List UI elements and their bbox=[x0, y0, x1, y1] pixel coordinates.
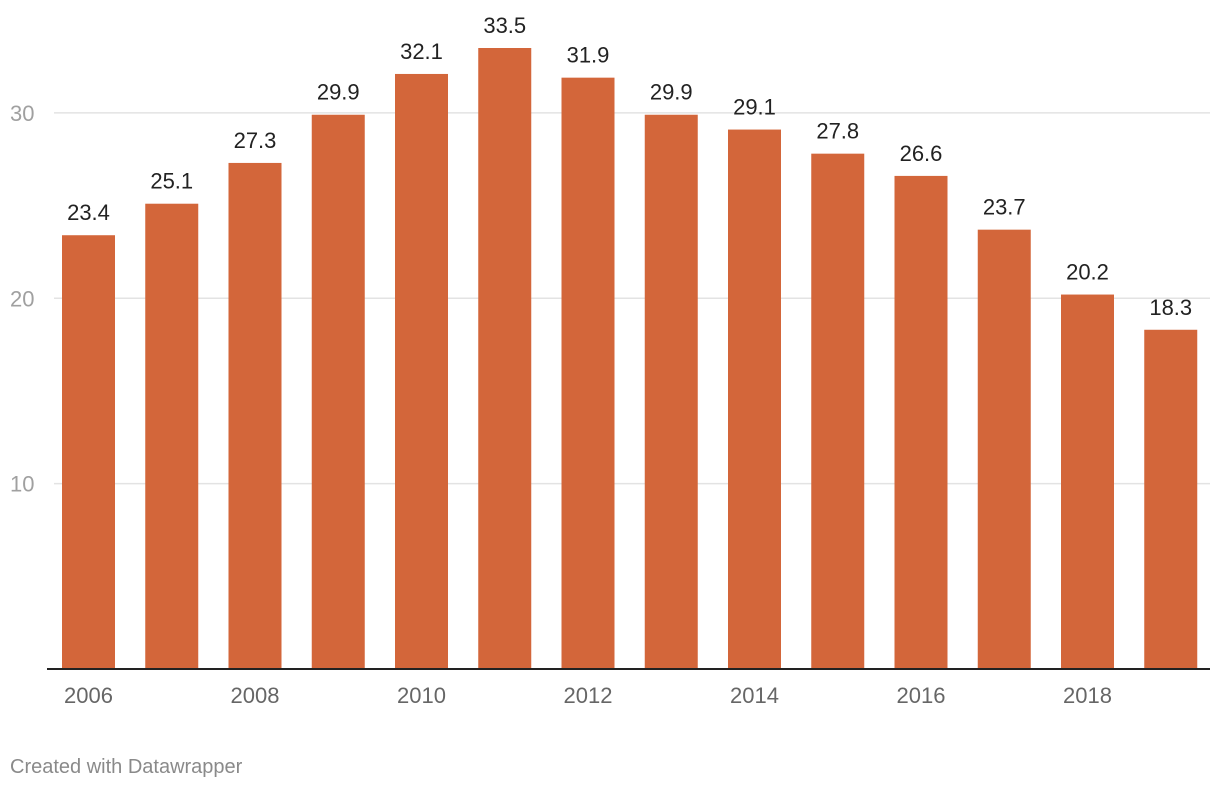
x-tick-label: 2010 bbox=[397, 683, 446, 708]
datawrapper-credit: Created with Datawrapper bbox=[10, 756, 243, 778]
bar bbox=[977, 229, 1031, 670]
data-label: 27.3 bbox=[234, 128, 277, 153]
bar bbox=[728, 129, 781, 669]
data-label: 29.9 bbox=[650, 80, 693, 105]
bar bbox=[644, 114, 698, 670]
bar bbox=[894, 175, 948, 669]
bar bbox=[145, 203, 199, 669]
data-label: 31.9 bbox=[567, 43, 610, 68]
x-tick-label: 2014 bbox=[730, 683, 779, 708]
data-label: 20.2 bbox=[1066, 260, 1109, 285]
bar bbox=[62, 235, 115, 669]
bar bbox=[1144, 329, 1198, 669]
bar bbox=[1061, 294, 1114, 669]
bar bbox=[561, 77, 615, 670]
data-label: 27.8 bbox=[816, 119, 859, 144]
x-tick-label: 2012 bbox=[564, 683, 613, 708]
bar bbox=[478, 48, 532, 669]
bar bbox=[228, 162, 282, 670]
data-label: 25.1 bbox=[150, 169, 193, 194]
bar bbox=[811, 153, 865, 669]
x-tick-label: 2016 bbox=[897, 683, 946, 708]
data-label: 23.7 bbox=[983, 195, 1026, 220]
data-label: 29.9 bbox=[317, 80, 360, 105]
y-tick-label: 10 bbox=[10, 472, 34, 497]
data-label: 18.3 bbox=[1149, 295, 1192, 320]
data-label: 32.1 bbox=[400, 39, 443, 64]
data-label: 33.5 bbox=[483, 13, 526, 38]
data-label: 29.1 bbox=[733, 95, 776, 120]
x-tick-label: 2018 bbox=[1063, 683, 1112, 708]
y-tick-label: 20 bbox=[10, 286, 34, 311]
bar bbox=[311, 114, 365, 670]
data-label: 26.6 bbox=[900, 141, 943, 166]
y-tick-label: 30 bbox=[10, 101, 34, 126]
bar bbox=[395, 73, 448, 669]
x-tick-label: 2008 bbox=[231, 683, 280, 708]
data-label: 23.4 bbox=[67, 200, 110, 225]
x-tick-label: 2006 bbox=[64, 683, 113, 708]
